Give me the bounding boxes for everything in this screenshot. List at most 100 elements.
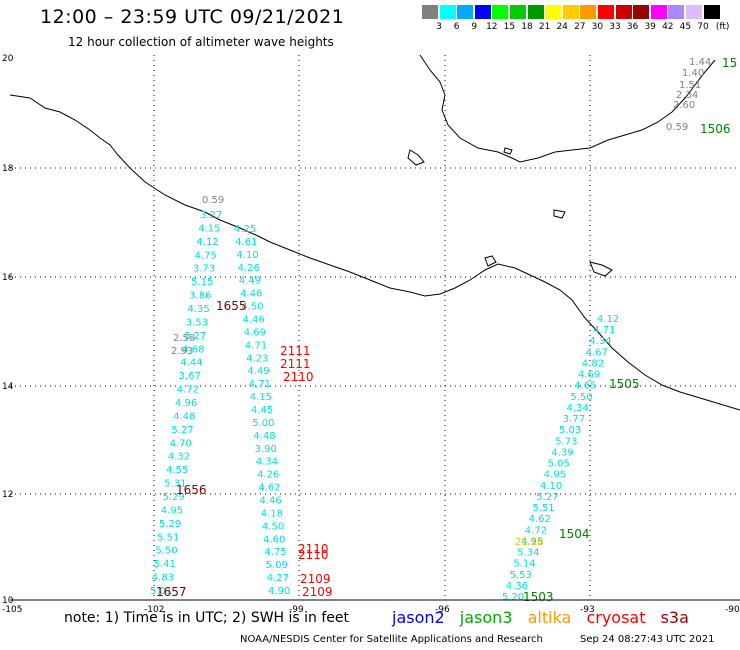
wave-height-value: 5.09 bbox=[266, 560, 288, 571]
sat-s3a: s3a bbox=[660, 608, 689, 627]
wave-height-value: 4.90 bbox=[268, 586, 290, 597]
wave-height-value: 5.50 bbox=[155, 546, 177, 557]
wave-height-value: 4.60 bbox=[263, 534, 285, 545]
wave-height-value: 5.27 bbox=[536, 492, 558, 503]
legend-swatch bbox=[545, 5, 562, 19]
wave-height-value: 5.01 bbox=[150, 586, 172, 597]
wave-height-value: 5.03 bbox=[559, 425, 581, 436]
legend-label: 33 bbox=[609, 22, 621, 32]
wave-height-value: 4.71 bbox=[245, 340, 267, 351]
wave-height-value: 5.20 bbox=[502, 592, 524, 603]
wave-height-value: 4.62 bbox=[258, 483, 280, 494]
pass-time-label: 1503 bbox=[523, 590, 554, 604]
coastline bbox=[503, 147, 513, 155]
wave-height-value: 3.27 bbox=[184, 331, 206, 342]
coastline bbox=[484, 255, 497, 267]
pass-time-label: 15 bbox=[722, 56, 737, 70]
wave-height-value: 5.14 bbox=[513, 559, 535, 570]
lat-tick-label: 16 bbox=[2, 273, 14, 283]
wave-height-value: 4.15 bbox=[250, 392, 272, 403]
lat-tick-label: 18 bbox=[2, 164, 14, 174]
pass-time-label: 2109 bbox=[300, 572, 331, 586]
wave-height-value: 4.35 bbox=[188, 304, 210, 315]
wave-height-value: 4.95 bbox=[544, 470, 566, 481]
wave-height-value: 4.75 bbox=[195, 250, 217, 261]
wave-height-value: 3.73 bbox=[193, 264, 215, 275]
wave-height-value: 4.72 bbox=[177, 385, 199, 396]
wave-height-value: 5.15 bbox=[191, 277, 213, 288]
wave-height-value: 4.25 bbox=[234, 224, 256, 235]
wave-height-value: 4.34 bbox=[567, 403, 589, 414]
satellite-legend: jason2 jason3 altika cryosat s3a bbox=[392, 608, 699, 627]
wave-height-value: 4.67 bbox=[586, 347, 608, 358]
legend-label: 45 bbox=[679, 22, 692, 32]
wave-height-value: 4.27 bbox=[267, 573, 289, 584]
wave-height-value: 4.82 bbox=[582, 358, 604, 369]
sat-cryosat: cryosat bbox=[586, 608, 646, 627]
wave-height-value: 5.34 bbox=[517, 548, 539, 559]
coastline bbox=[407, 149, 425, 166]
pass-time-label: 2110 bbox=[283, 370, 314, 384]
wave-height-value: 4.69 bbox=[578, 370, 600, 381]
wave-height-value: 5.00 bbox=[252, 418, 274, 429]
coastline bbox=[553, 209, 566, 219]
wave-height-value: 4.39 bbox=[551, 447, 573, 458]
pass-time-label: 1505 bbox=[609, 377, 640, 391]
wave-height-value: 3.27 bbox=[200, 210, 222, 221]
legend-swatch bbox=[668, 5, 685, 19]
wave-height-value: 5.29 bbox=[159, 519, 181, 530]
wave-height-value: 4.34 bbox=[589, 336, 611, 347]
lon-tick-label: -102 bbox=[144, 605, 164, 615]
legend-label: 27 bbox=[574, 22, 586, 32]
coastline bbox=[9, 94, 740, 411]
legend-label: 18 bbox=[521, 22, 533, 32]
legend-swatch bbox=[492, 5, 509, 19]
wave-height-value: 4.49 bbox=[239, 276, 261, 287]
legend-unit: (ft) bbox=[715, 22, 730, 32]
pass-time-label: 1655 bbox=[216, 299, 247, 313]
wave-height-value: 3.67 bbox=[179, 371, 201, 382]
legend-swatch bbox=[527, 5, 544, 19]
pass-time-label: 1506 bbox=[700, 122, 731, 136]
legend-label: 39 bbox=[644, 22, 656, 32]
wave-height-value: 4.15 bbox=[198, 223, 220, 234]
wave-height-value: 1.51 bbox=[679, 80, 701, 91]
legend-label: 42 bbox=[662, 22, 674, 32]
coastline bbox=[419, 54, 716, 163]
pass-time-label: 1656 bbox=[176, 483, 207, 497]
legend-swatch bbox=[633, 5, 650, 19]
wave-height-value: 3.53 bbox=[186, 317, 208, 328]
coastline bbox=[589, 261, 613, 277]
wave-height-value: 3.86 bbox=[189, 291, 211, 302]
pass-time-label: 1657 bbox=[156, 585, 187, 599]
legend-swatch bbox=[439, 5, 456, 19]
wave-height-value: 2.93 bbox=[171, 346, 193, 357]
wave-height-value: 0.59 bbox=[666, 122, 688, 133]
wave-height-value: 4.48 bbox=[253, 431, 275, 442]
lon-tick-label: -90 bbox=[725, 605, 740, 615]
wave-height-value: 4.46 bbox=[243, 315, 265, 326]
pass-time-label: 2109 bbox=[302, 585, 333, 599]
wave-height-value: 3.77 bbox=[563, 414, 585, 425]
wave-height-value: 4.44 bbox=[180, 358, 202, 369]
wave-height-value: 4.72 bbox=[525, 525, 547, 536]
wave-height-value: 4.75 bbox=[264, 547, 286, 558]
timestamp-text: Sep 24 08:27:43 UTC 2021 bbox=[580, 634, 715, 645]
wave-height-value: 5.50 bbox=[570, 392, 592, 403]
wave-height-value: 4.62 bbox=[529, 514, 551, 525]
chart-title: 12:00 – 23:59 UTC 09/21/2021 bbox=[40, 6, 345, 28]
legend-swatch bbox=[703, 5, 720, 19]
wave-height-value: 4.50 bbox=[241, 302, 263, 313]
wave-height-value: 4.18 bbox=[261, 508, 283, 519]
legend-label: 15 bbox=[503, 22, 516, 32]
wave-height-value: 4.46 bbox=[260, 496, 282, 507]
legend-swatch bbox=[422, 5, 438, 19]
legend-label: 9 bbox=[471, 22, 478, 32]
wave-height-value: 4.71 bbox=[249, 379, 271, 390]
wave-height-value: 4.46 bbox=[240, 289, 262, 300]
legend-swatch bbox=[650, 5, 667, 19]
lon-tick-label: -96 bbox=[435, 605, 450, 615]
chart-subtitle: 12 hour collection of altimeter wave hei… bbox=[68, 35, 334, 49]
legend-label: 24 bbox=[556, 22, 568, 32]
legend-swatch bbox=[562, 5, 579, 19]
